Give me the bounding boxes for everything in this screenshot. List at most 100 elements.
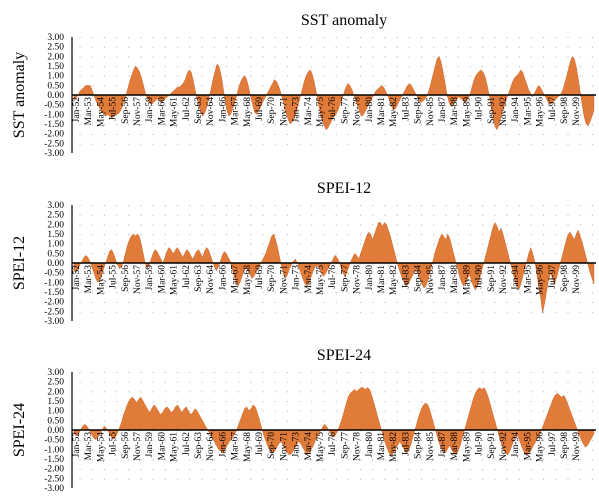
panel-1: SST anomaly SST anomaly 3.002.502.001.501.…: [11, 12, 596, 159]
x-tick-label: May-96: [536, 97, 546, 127]
y-tick-label: -3.00: [44, 484, 64, 494]
x-tick-label: Mar-95: [523, 265, 533, 294]
x-tick-label: Jul-83: [401, 97, 411, 121]
x-tick-label: Sep-84: [414, 97, 424, 124]
x-tick-label: Jul-90: [475, 97, 485, 121]
x-tick-label: Nov-57: [133, 97, 143, 126]
y-tick-label: 2.50: [47, 43, 64, 53]
x-tick-label: Jan-94: [511, 265, 521, 291]
x-tick-label: Mar-81: [377, 97, 387, 126]
x-tick-label: Sep-56: [121, 265, 131, 292]
x-tick-label: Sep-70: [267, 265, 277, 292]
x-tick-label: Jan-73: [292, 265, 302, 291]
x-tick-label: May-82: [389, 432, 399, 462]
x-tick-label: Nov-99: [572, 97, 582, 126]
x-tick-label: Jan-87: [438, 432, 448, 458]
x-tick-label: Mar-95: [523, 97, 533, 126]
x-tick-label: May-68: [243, 265, 253, 295]
x-tick-label: Nov-85: [426, 265, 436, 294]
x-tick-label: Mar-81: [377, 432, 387, 461]
x-tick-label: Nov-57: [133, 432, 143, 461]
y-tick-label: 3.00: [47, 368, 64, 378]
y-tick-label: -0.50: [44, 269, 64, 279]
y-tick-label: 0.50: [47, 249, 64, 259]
x-tick-label: Jan-52: [72, 97, 82, 123]
x-tick-label: Sep-98: [560, 97, 570, 124]
y-tick-label: -2.00: [44, 465, 64, 475]
x-tick-label: Jul-62: [182, 97, 192, 121]
x-tick-label: Jul-55: [109, 265, 119, 289]
x-tick-label: May-61: [170, 265, 180, 295]
x-tick-label: Jul-90: [475, 432, 485, 456]
y-tick-label: -1.00: [44, 445, 64, 455]
x-tick-label: Jan-80: [365, 97, 375, 123]
y-tick-label: 1.50: [47, 62, 64, 72]
x-tick-label: Jan-66: [218, 432, 228, 458]
x-tick-label: Nov-78: [353, 432, 363, 461]
x-tick-label: Jan-66: [218, 97, 228, 123]
x-tick-label: Sep-98: [560, 432, 570, 459]
x-tick-label: Sep-77: [340, 97, 350, 124]
y-tick-label: -1.00: [44, 110, 64, 120]
x-tick-label: Jan-73: [292, 97, 302, 123]
y-axis-label: SPEI-24: [11, 403, 28, 457]
x-tick-label: Jan-87: [438, 97, 448, 123]
x-tick-label: May-89: [462, 432, 472, 462]
x-tick-label: Jul-83: [401, 432, 411, 456]
y-tick-label: -2.00: [44, 298, 64, 308]
x-tick-label: May-75: [316, 432, 326, 462]
x-tick-label: Sep-84: [414, 432, 424, 459]
x-tick-label: Mar-74: [304, 265, 314, 294]
x-tick-label: Jul-97: [548, 97, 558, 121]
y-tick-label: 0.50: [47, 416, 64, 426]
x-tick-label: Sep-63: [194, 265, 204, 292]
y-tick-label: 2.50: [47, 211, 64, 221]
x-tick-label: Jan-94: [511, 97, 521, 123]
x-tick-label: Jul-69: [255, 432, 265, 456]
x-tick-label: Sep-77: [340, 265, 350, 292]
x-tick-label: May-68: [243, 432, 253, 462]
x-tick-label: Jan-59: [145, 97, 155, 123]
y-tick-label: 0.00: [47, 91, 64, 101]
x-tick-label: Jan-52: [72, 432, 82, 458]
panel-2: SPEI-12 SPEI-12 3.002.502.001.501.000.500.…: [11, 180, 596, 327]
x-tick-label: Jul-76: [328, 97, 338, 121]
x-tick-label: Nov-85: [426, 97, 436, 126]
x-tick-label: May-75: [316, 97, 326, 127]
x-tick-label: May-96: [536, 265, 546, 295]
x-tick-label: Jan-80: [365, 265, 375, 291]
y-tick-label: 3.00: [47, 33, 64, 43]
x-tick-label: Jan-73: [292, 432, 302, 458]
x-tick-label: Sep-63: [194, 432, 204, 459]
y-tick-label: -0.50: [44, 101, 64, 111]
x-tick-label: Nov-57: [133, 265, 143, 294]
x-tick-label: Mar-88: [450, 432, 460, 461]
x-tick-label: Jul-97: [548, 265, 558, 289]
y-tick-label: -3.00: [44, 317, 64, 327]
panel-title: SST anomaly: [301, 12, 387, 29]
y-tick-label: 1.00: [47, 72, 64, 82]
x-tick-label: Jul-69: [255, 97, 265, 121]
y-tick-label: 1.50: [47, 230, 64, 240]
x-tick-label: Mar-60: [157, 97, 167, 126]
x-tick-label: Jul-62: [182, 265, 192, 289]
y-tick-label: -3.00: [44, 149, 64, 159]
x-tick-label: Sep-91: [487, 265, 497, 292]
x-tick-label: Jan-59: [145, 265, 155, 291]
x-tick-label: Mar-60: [157, 432, 167, 461]
y-tick-label: -2.00: [44, 130, 64, 140]
x-tick-label: Mar-74: [304, 432, 314, 461]
y-tick-label: -0.50: [44, 436, 64, 446]
x-tick-label: Jan-80: [365, 432, 375, 458]
x-tick-label: Sep-98: [560, 265, 570, 292]
panel-title: SPEI-24: [317, 347, 371, 364]
y-tick-label: 2.50: [47, 378, 64, 388]
x-tick-label: Mar-74: [304, 97, 314, 126]
x-tick-label: Jul-62: [182, 432, 192, 456]
x-tick-label: Jul-55: [109, 432, 119, 456]
y-tick-label: -2.50: [44, 139, 64, 149]
x-tick-label: Jan-52: [72, 265, 82, 291]
panel-title: SPEI-12: [317, 180, 371, 197]
